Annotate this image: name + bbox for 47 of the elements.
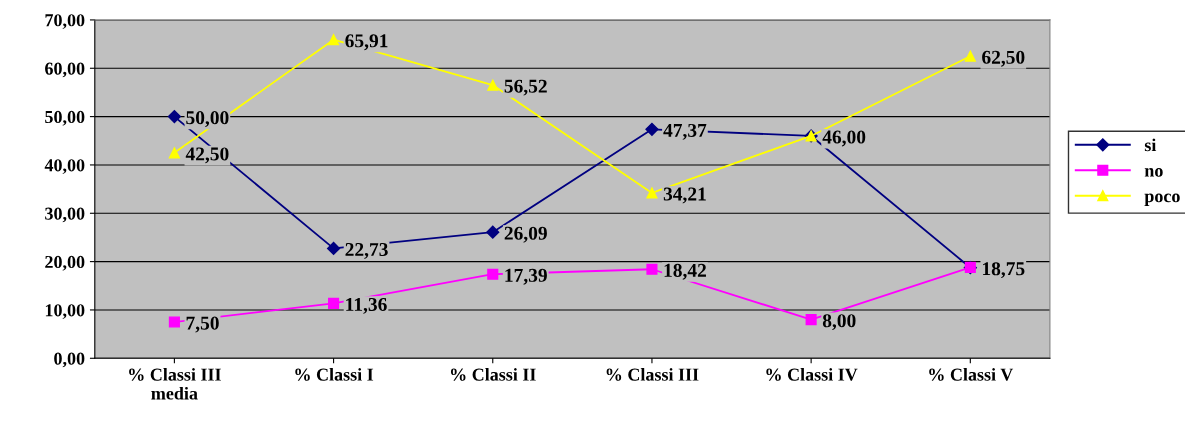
- point: [486, 225, 500, 239]
- data-label: 65,91: [345, 34, 388, 51]
- point: [487, 268, 499, 280]
- legend-label: si: [1144, 138, 1157, 152]
- y-tick-label: 20,00: [45, 255, 85, 271]
- data-label: 50,00: [186, 111, 229, 128]
- y-tick-label: 10,00: [45, 304, 85, 319]
- data-label: 42,50: [185, 147, 229, 164]
- y-tick-label: 40,00: [44, 159, 85, 174]
- point: [167, 110, 181, 124]
- point: [964, 50, 976, 62]
- point: [805, 314, 817, 326]
- point: [328, 34, 340, 46]
- data-label: 46,00: [822, 130, 866, 147]
- data-label: 8,00: [822, 314, 856, 331]
- y-tick-label: 30,00: [45, 207, 85, 223]
- x-tick-label: % Classi I: [295, 368, 374, 381]
- data-label: 22,73: [345, 242, 388, 259]
- point: [487, 79, 499, 91]
- y-tick-label: 0,00: [54, 352, 85, 368]
- legend-label: poco: [1144, 193, 1180, 206]
- legend-label: no: [1144, 168, 1163, 177]
- point: [168, 147, 180, 159]
- data-label: 26,09: [504, 226, 547, 243]
- x-tick-label: % Classi V: [929, 368, 1014, 381]
- x-tick-label: % Classi III: [606, 368, 699, 381]
- data-label: 56,52: [504, 79, 547, 96]
- x-tick-label: % Classi III media: [129, 368, 221, 400]
- data-label: 34,21: [663, 187, 706, 204]
- data-label: 18,42: [664, 263, 706, 280]
- point: [326, 241, 341, 256]
- data-label: 7,50: [186, 316, 219, 333]
- x-tick-label: % Classi II: [450, 368, 536, 381]
- data-label: 47,37: [663, 123, 707, 140]
- y-tick-label: 50,00: [45, 110, 85, 126]
- y-tick-label: 70,00: [45, 14, 85, 29]
- x-tick-label: % Classi IV: [766, 368, 858, 381]
- point: [168, 316, 180, 328]
- point: [328, 297, 340, 309]
- point: [646, 187, 658, 199]
- data-label: 62,50: [982, 50, 1025, 67]
- point: [646, 263, 658, 275]
- data-label: 11,36: [346, 297, 387, 314]
- data-label: 18,75: [982, 262, 1025, 279]
- point: [645, 122, 659, 136]
- data-label: 17,39: [505, 268, 547, 285]
- y-tick-label: 60,00: [45, 62, 85, 78]
